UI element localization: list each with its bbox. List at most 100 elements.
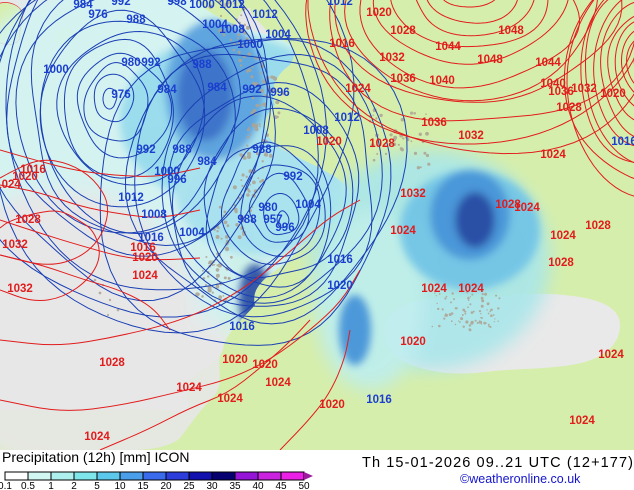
svg-text:1036: 1036 [390,73,416,85]
svg-text:1032: 1032 [2,239,28,251]
svg-text:30: 30 [206,481,218,490]
svg-text:20: 20 [160,481,172,490]
svg-text:1028: 1028 [585,220,611,232]
svg-text:1032: 1032 [458,130,484,142]
svg-text:1048: 1048 [498,25,524,37]
svg-text:992: 992 [242,84,261,96]
svg-text:1044: 1044 [435,41,461,53]
svg-text:1020: 1020 [319,399,345,411]
svg-text:984: 984 [207,82,227,94]
svg-text:1024: 1024 [598,349,624,361]
svg-text:1004: 1004 [265,29,291,41]
svg-text:1028: 1028 [556,102,582,114]
svg-text:1028: 1028 [369,138,395,150]
svg-text:1020: 1020 [132,252,158,264]
svg-text:980: 980 [258,202,277,214]
svg-text:10: 10 [114,481,126,490]
svg-text:992: 992 [283,171,302,183]
svg-text:1028: 1028 [390,25,416,37]
svg-text:1024: 1024 [84,431,110,443]
svg-text:976: 976 [111,89,130,101]
svg-text:1044: 1044 [535,57,561,69]
svg-text:1016: 1016 [329,38,355,50]
svg-text:1012: 1012 [327,0,353,8]
svg-text:1008: 1008 [141,209,167,221]
svg-text:1032: 1032 [400,188,426,200]
svg-text:1012: 1012 [334,112,360,124]
svg-text:1024: 1024 [390,225,416,237]
svg-text:998: 998 [167,0,187,8]
svg-text:1024: 1024 [550,230,576,242]
svg-text:1: 1 [48,481,54,490]
svg-text:1024: 1024 [265,377,291,389]
svg-text:1032: 1032 [571,83,597,95]
svg-text:1028: 1028 [99,357,125,369]
svg-text:1020: 1020 [222,354,248,366]
svg-text:45: 45 [275,481,287,490]
svg-text:1024: 1024 [176,382,202,394]
svg-text:1016: 1016 [611,136,634,148]
svg-text:988: 988 [252,144,272,156]
svg-text:1016: 1016 [229,321,255,333]
svg-text:1020: 1020 [252,359,278,371]
svg-text:1024: 1024 [569,415,595,427]
svg-text:1008: 1008 [219,24,245,36]
svg-text:1024: 1024 [458,283,484,295]
svg-text:1024: 1024 [0,179,21,191]
svg-text:1000: 1000 [189,0,215,11]
svg-text:1000: 1000 [237,39,263,51]
svg-text:1004: 1004 [179,227,205,239]
svg-text:25: 25 [183,481,195,490]
svg-text:988: 988 [237,214,257,226]
svg-text:1028: 1028 [15,214,41,226]
svg-text:984: 984 [157,84,177,96]
svg-text:984: 984 [197,156,217,168]
svg-text:988: 988 [192,59,212,71]
svg-text:1036: 1036 [548,86,574,98]
svg-text:0.1: 0.1 [0,481,12,490]
svg-text:1016: 1016 [327,254,353,266]
svg-text:996: 996 [275,222,294,234]
svg-text:1040: 1040 [429,75,455,87]
svg-text:996: 996 [270,87,289,99]
svg-text:1012: 1012 [118,192,144,204]
svg-text:992: 992 [141,57,160,69]
svg-text:1004: 1004 [295,199,321,211]
svg-text:992: 992 [111,0,130,8]
svg-text:15: 15 [137,481,149,490]
svg-text:1020: 1020 [400,336,426,348]
svg-text:1000: 1000 [43,64,69,76]
svg-text:1032: 1032 [7,283,33,295]
svg-text:976: 976 [88,9,107,21]
svg-text:Th 15-01-2026 09..21 UTC (12+1: Th 15-01-2026 09..21 UTC (12+177) [362,455,634,471]
svg-text:5: 5 [94,481,100,490]
svg-text:1024: 1024 [132,270,158,282]
svg-text:1020: 1020 [327,280,353,292]
svg-text:1024: 1024 [421,283,447,295]
svg-text:980: 980 [121,57,140,69]
svg-text:1020: 1020 [316,136,342,148]
svg-text:Precipitation (12h) [mm] ICON: Precipitation (12h) [mm] ICON [2,450,190,465]
svg-text:992: 992 [136,144,155,156]
svg-text:40: 40 [252,481,264,490]
svg-text:50: 50 [298,481,310,490]
svg-text:996: 996 [167,174,186,186]
svg-text:2: 2 [71,481,77,490]
svg-text:1012: 1012 [252,9,278,21]
svg-text:0.5: 0.5 [21,481,35,490]
svg-text:1024: 1024 [217,393,243,405]
svg-text:1020: 1020 [600,88,626,100]
svg-text:©weatheronline.co.uk: ©weatheronline.co.uk [460,472,581,486]
svg-text:1036: 1036 [421,117,447,129]
svg-text:1024: 1024 [514,202,540,214]
svg-text:988: 988 [126,14,146,26]
svg-text:1012: 1012 [219,0,245,11]
svg-text:1016: 1016 [366,394,392,406]
svg-text:1048: 1048 [477,54,503,66]
svg-text:1024: 1024 [345,83,371,95]
svg-text:1032: 1032 [379,52,405,64]
svg-text:1028: 1028 [548,257,574,269]
svg-text:988: 988 [172,144,192,156]
svg-text:1024: 1024 [540,149,566,161]
svg-text:35: 35 [229,481,241,490]
